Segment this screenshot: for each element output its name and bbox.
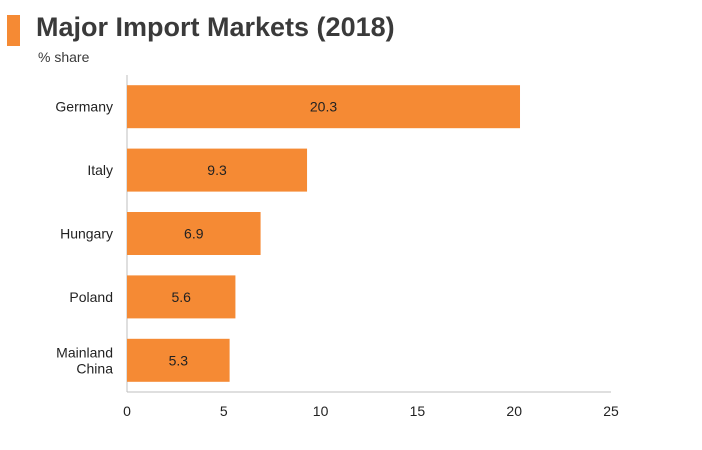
x-tick-label: 25	[603, 403, 619, 419]
category-label: Poland	[69, 289, 113, 305]
value-label: 20.3	[310, 99, 337, 115]
value-label: 9.3	[207, 162, 227, 178]
category-label: China	[76, 360, 113, 376]
value-label: 6.9	[184, 226, 204, 242]
x-tick-label: 15	[410, 403, 426, 419]
bar	[127, 275, 236, 319]
x-tick-label: 10	[313, 403, 329, 419]
category-label: Germany	[55, 99, 113, 115]
category-label: Italy	[87, 162, 113, 178]
chart-title: Major Import Markets (2018)	[36, 12, 395, 42]
bar	[127, 212, 261, 255]
x-tick-label: 5	[220, 403, 228, 419]
chart-subtitle: % share	[38, 49, 90, 65]
bar	[127, 85, 521, 129]
bar	[127, 338, 230, 382]
x-tick-label: 20	[506, 403, 522, 419]
category-label: Hungary	[60, 226, 113, 242]
value-label: 5.3	[169, 352, 189, 368]
value-label: 5.6	[171, 289, 191, 305]
title-accent-bar	[7, 15, 20, 46]
chart-header: Major Import Markets (2018) % share	[0, 0, 702, 80]
category-label: Mainland	[56, 344, 113, 360]
x-tick-label: 0	[123, 403, 131, 419]
bar	[127, 148, 308, 192]
